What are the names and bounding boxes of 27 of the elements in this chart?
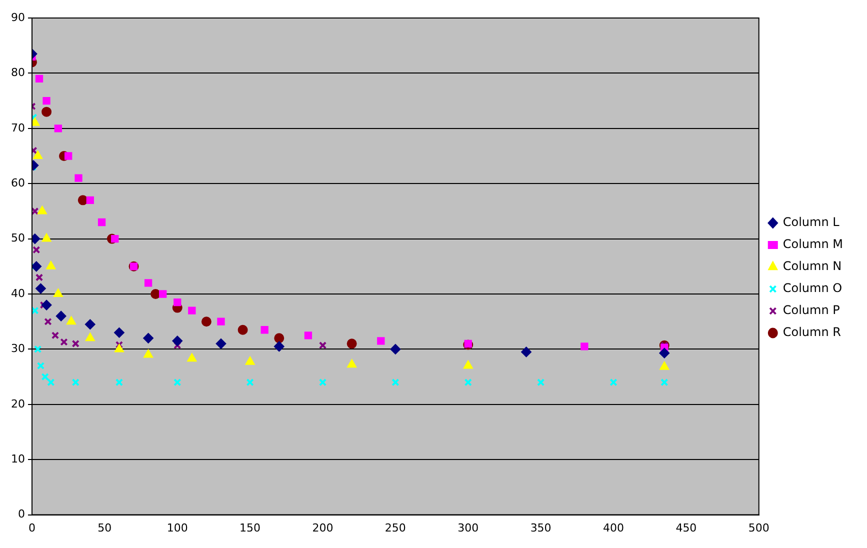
x-tick-label: 350	[530, 521, 552, 534]
x-tick-label: 250	[384, 521, 406, 534]
x-tick-label: 0	[28, 521, 36, 534]
y-tick-label: 50	[10, 232, 25, 245]
x-tick-label: 450	[676, 521, 697, 534]
x-tick-label: 300	[458, 521, 479, 534]
legend-label: Column P	[782, 303, 840, 318]
legend-label: Column M	[782, 237, 843, 252]
x-tick-label: 500	[748, 521, 770, 534]
y-tick-label: 80	[10, 66, 25, 80]
y-tick-label: 90	[10, 10, 25, 24]
x-tick-label: 50	[98, 521, 112, 534]
legend-label: Column R	[782, 325, 841, 340]
x-tick-label: 150	[240, 521, 261, 534]
y-tick-label: 70	[10, 121, 25, 134]
x-tick-label: 400	[603, 521, 624, 534]
y-tick-label: 0	[18, 508, 25, 521]
y-tick-label: 40	[10, 286, 25, 300]
x-tick-label: 100	[166, 521, 188, 534]
y-tick-label: 10	[10, 452, 25, 466]
y-tick-label: 20	[10, 397, 25, 410]
y-tick-label: 30	[10, 342, 25, 356]
legend-label: Column O	[782, 281, 842, 296]
legend-label: Column N	[782, 259, 842, 274]
x-tick-label: 200	[312, 521, 334, 534]
y-tick-label: 60	[10, 176, 25, 190]
legend-label: Column L	[782, 215, 840, 230]
